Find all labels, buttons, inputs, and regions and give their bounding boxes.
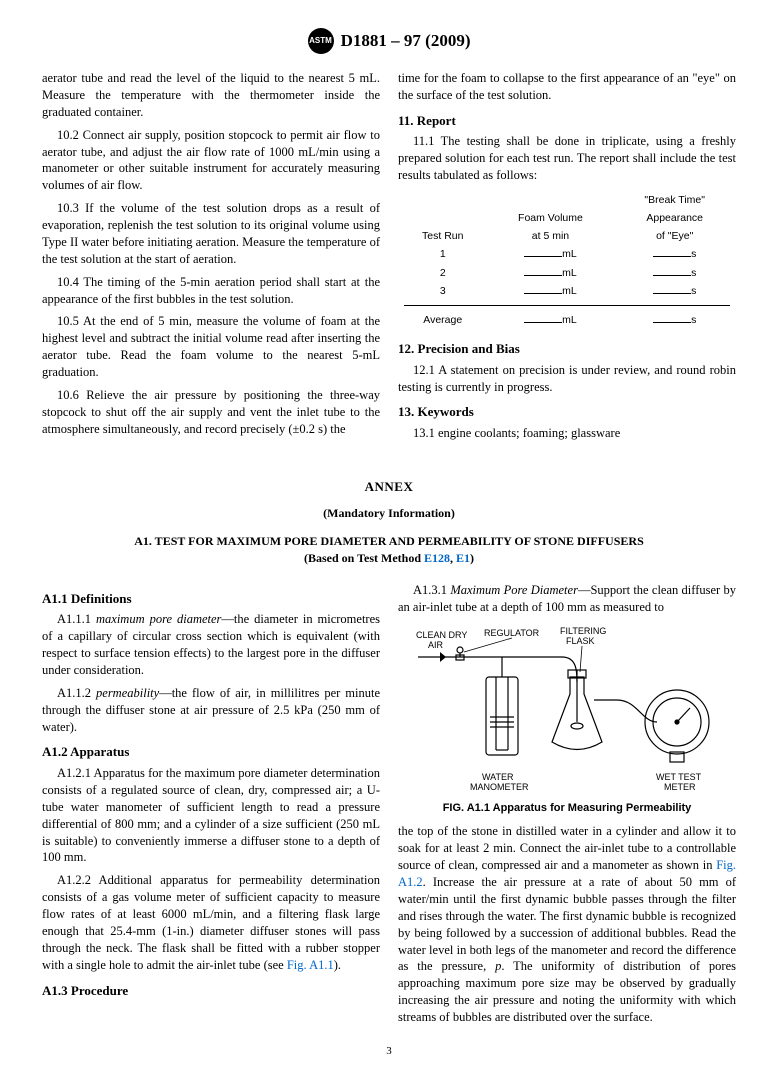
unit-ml: mL (562, 314, 577, 326)
svg-text:METER: METER (664, 782, 696, 792)
svg-text:CLEAN DRY: CLEAN DRY (416, 630, 467, 640)
annex-header: ANNEX (Mandatory Information) A1. TEST F… (42, 478, 736, 566)
lead: A1.1.2 (57, 686, 96, 700)
unit-s: s (691, 285, 696, 297)
col-foam-h2: at 5 min (488, 228, 614, 244)
para-11-1: 11.1 The testing shall be done in tripli… (398, 133, 736, 184)
a1-3-head: A1.3 Procedure (42, 982, 380, 1000)
term-permeability: permeability (96, 686, 159, 700)
based-pre: (Based on Test Method (304, 551, 424, 565)
col-run-h: Test Run (400, 228, 486, 244)
avg-label: Average (400, 312, 486, 328)
para-10-6: 10.6 Relieve the air pressure by positio… (42, 387, 380, 438)
term-max-pore: maximum pore diameter (96, 612, 221, 626)
para-a1-2-1: A1.2.1 Apparatus for the maximum pore di… (42, 765, 380, 866)
figure-caption: FIG. A1.1 Apparatus for Measuring Permea… (398, 801, 736, 816)
page-header: ASTM D1881 – 97 (2009) (42, 28, 736, 54)
col-foam-h1: Foam Volume (488, 210, 614, 226)
unit-ml: mL (562, 248, 577, 260)
annex-a1-title: A1. TEST FOR MAXIMUM PORE DIAMETER AND P… (42, 533, 736, 549)
para-10-6-cont: time for the foam to collapse to the fir… (398, 70, 736, 104)
svg-text:MANOMETER: MANOMETER (470, 782, 529, 792)
link-e128[interactable]: E128 (424, 551, 450, 565)
svg-text:WATER: WATER (482, 772, 514, 782)
figure-a1-1: CLEAN DRY AIR REGULATOR FILTERING FLASK … (398, 622, 736, 816)
lower-columns: A1.1 Definitions A1.1.1 maximum pore dia… (42, 582, 736, 1026)
unit-s: s (691, 314, 696, 326)
unit-ml: mL (562, 267, 577, 279)
table-row: 1 mL s (400, 246, 734, 262)
upper-columns: aerator tube and read the level of the l… (42, 70, 736, 446)
svg-text:WET TEST: WET TEST (656, 772, 702, 782)
section-12-head: 12. Precision and Bias (398, 340, 736, 358)
pre: the top of the stone in distilled water … (398, 824, 736, 872)
term-max-pore-2: Maximum Pore Diameter (450, 583, 578, 597)
section-11-head: 11. Report (398, 112, 736, 130)
svg-text:REGULATOR: REGULATOR (484, 628, 540, 638)
apparatus-diagram-icon: CLEAN DRY AIR REGULATOR FILTERING FLASK … (412, 622, 722, 797)
unit-s: s (691, 248, 696, 260)
link-e1[interactable]: E1 (456, 551, 470, 565)
annex-a1-based: (Based on Test Method E128, E1) (42, 550, 736, 566)
para-a1-1-1: A1.1.1 maximum pore diameter—the diamete… (42, 611, 380, 679)
a1-2-head: A1.2 Apparatus (42, 743, 380, 761)
unit-s: s (691, 267, 696, 279)
para-10-3: 10.3 If the volume of the test solution … (42, 200, 380, 268)
run-2: 2 (400, 265, 486, 281)
table-row: 3 mL s (400, 283, 734, 299)
annex-title: ANNEX (42, 478, 736, 496)
results-table-block: "Break Time" Foam Volume Appearance Test… (398, 190, 736, 330)
col-break-h1: "Break Time" (615, 192, 734, 208)
col-break-h2: Appearance (615, 210, 734, 226)
run-3: 3 (400, 283, 486, 299)
para-13-1: 13.1 engine coolants; foaming; glassware (398, 425, 736, 442)
based-post: ) (470, 551, 474, 565)
para-10-1-cont: aerator tube and read the level of the l… (42, 70, 380, 121)
svg-text:FLASK: FLASK (566, 636, 595, 646)
document-number: D1881 – 97 (2009) (341, 30, 471, 53)
col-break-h3: of "Eye" (615, 228, 734, 244)
para-a1-3-1-cont: the top of the stone in distilled water … (398, 823, 736, 1026)
svg-text:AIR: AIR (428, 640, 444, 650)
table-row: 2 mL s (400, 265, 734, 281)
run-1: 1 (400, 246, 486, 262)
annex-subtitle: (Mandatory Information) (42, 505, 736, 521)
svg-text:FILTERING: FILTERING (560, 626, 606, 636)
a1-1-head: A1.1 Definitions (42, 590, 380, 608)
lead: A1.1.1 (57, 612, 96, 626)
table-row-avg: Average mL s (400, 312, 734, 328)
para-10-2: 10.2 Connect air supply, position stopco… (42, 127, 380, 195)
para-a1-3-1: A1.3.1 Maximum Pore Diameter—Support the… (398, 582, 736, 616)
astm-logo-icon: ASTM (308, 28, 334, 54)
para-a1-2-2: A1.2.2 Additional apparatus for permeabi… (42, 872, 380, 973)
para-a1-1-2: A1.1.2 permeability—the flow of air, in … (42, 685, 380, 736)
para-10-4: 10.4 The timing of the 5-min aeration pe… (42, 274, 380, 308)
lead: A1.3.1 (413, 583, 450, 597)
link-fig-a1-1[interactable]: Fig. A1.1 (287, 958, 334, 972)
para-10-5: 10.5 At the end of 5 min, measure the vo… (42, 313, 380, 381)
section-13-head: 13. Keywords (398, 403, 736, 421)
page-number: 3 (42, 1044, 736, 1059)
unit-ml: mL (562, 285, 577, 297)
results-table: "Break Time" Foam Volume Appearance Test… (398, 190, 736, 330)
para-12-1: 12.1 A statement on precision is under r… (398, 362, 736, 396)
post: ). (334, 958, 341, 972)
